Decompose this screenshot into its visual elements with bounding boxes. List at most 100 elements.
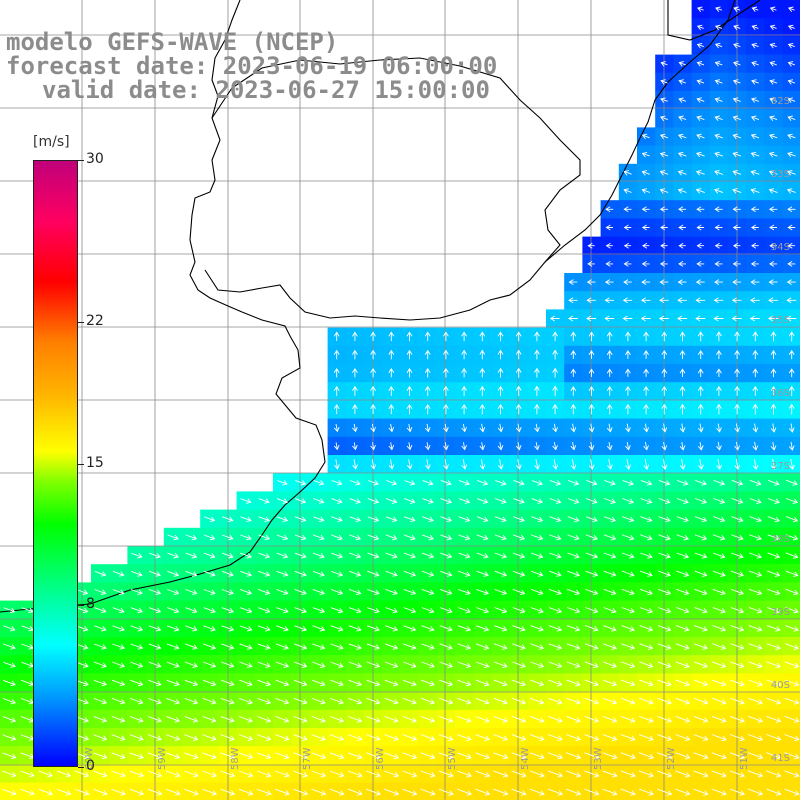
- wind-arrow: [529, 770, 545, 778]
- wind-arrow: [787, 242, 796, 249]
- wind-arrow: [730, 570, 744, 577]
- latitude-label: 41S: [771, 753, 790, 764]
- wind-arrow: [348, 734, 363, 741]
- wind-arrow: [622, 297, 633, 304]
- wind-arrow: [534, 385, 540, 397]
- wind-arrow: [729, 752, 745, 760]
- wind-arrow: [385, 643, 399, 650]
- wind-arrow: [479, 367, 486, 378]
- wind-arrow: [698, 459, 704, 470]
- wind-arrow: [604, 516, 616, 523]
- wind-arrow: [587, 242, 595, 249]
- wind-arrow: [787, 133, 796, 140]
- wind-arrow: [711, 734, 727, 742]
- map-title: modelo GEFS-WAVE (NCEP) forecast date: 2…: [6, 30, 497, 102]
- wind-arrow: [623, 242, 632, 249]
- latitude-label: 37S: [771, 461, 790, 472]
- wind-arrow: [239, 625, 253, 632]
- wind-arrow: [767, 479, 780, 486]
- wind-arrow: [384, 788, 400, 796]
- wind-arrow: [568, 297, 578, 304]
- wind-arrow: [784, 715, 800, 723]
- wind-arrow: [494, 516, 507, 523]
- colorbar: [33, 160, 78, 767]
- wind-arrow: [643, 403, 649, 415]
- wind-arrow: [275, 697, 290, 705]
- wind-arrow: [603, 643, 617, 650]
- wind-arrow: [696, 151, 705, 158]
- wind-arrow: [443, 442, 449, 451]
- wind-arrow: [148, 661, 162, 668]
- wind-arrow: [602, 752, 618, 760]
- wind-arrow: [584, 770, 600, 778]
- wind-arrow: [534, 331, 540, 342]
- wind-arrow: [679, 368, 686, 377]
- wind-arrow: [679, 441, 686, 451]
- wind-arrow: [677, 151, 687, 158]
- wind-arrow: [620, 770, 636, 778]
- wind-arrow: [566, 752, 582, 760]
- wind-arrow: [443, 423, 449, 433]
- wind-arrow: [534, 442, 540, 451]
- wind-arrow: [750, 279, 760, 285]
- wind-arrow: [786, 297, 797, 304]
- wind-arrow: [639, 679, 654, 687]
- wind-arrow: [697, 423, 704, 433]
- wind-arrow: [584, 752, 600, 760]
- wind-arrow: [603, 625, 617, 632]
- wind-arrow: [770, 458, 777, 471]
- wind-arrow: [659, 279, 669, 285]
- wind-arrow: [752, 441, 759, 451]
- wind-arrow: [476, 588, 489, 596]
- wind-arrow: [438, 788, 454, 796]
- wind-arrow: [370, 349, 376, 360]
- wind-arrow: [696, 61, 705, 67]
- wind-arrow: [367, 552, 380, 559]
- wind-arrow: [111, 770, 126, 778]
- wind-arrow: [388, 423, 395, 433]
- wind-arrow: [731, 479, 744, 486]
- wind-arrow: [438, 770, 454, 778]
- wind-arrow: [658, 479, 671, 486]
- wind-arrow: [588, 368, 595, 377]
- wind-arrow: [770, 441, 777, 451]
- wind-arrow: [166, 752, 181, 760]
- wind-arrow: [330, 588, 344, 596]
- wind-arrow: [621, 588, 635, 596]
- wind-arrow: [221, 661, 235, 668]
- wind-arrow: [497, 423, 504, 433]
- wind-arrow: [748, 770, 764, 778]
- wind-cell: [54, 782, 74, 800]
- wind-arrow: [657, 734, 673, 742]
- wind-arrow: [713, 315, 724, 322]
- wind-arrow: [385, 607, 398, 614]
- wind-arrow: [403, 643, 417, 650]
- wind-arrow: [640, 315, 651, 322]
- wind-arrow: [294, 625, 307, 632]
- latitude-label: 33S: [771, 169, 790, 180]
- wind-arrow: [677, 479, 689, 486]
- wind-arrow: [202, 788, 217, 796]
- wind-arrow: [129, 788, 145, 796]
- wind-arrow: [443, 385, 449, 396]
- wind-arrow: [657, 752, 673, 760]
- wind-arrow: [313, 480, 325, 486]
- wind-arrow: [769, 242, 777, 249]
- wind-arrow: [515, 367, 522, 378]
- wind-arrow: [604, 315, 615, 322]
- wind-arrow: [787, 151, 796, 158]
- wind-arrow: [258, 534, 270, 541]
- wind-arrow: [785, 552, 799, 559]
- wind-arrow: [2, 716, 17, 723]
- wind-arrow: [787, 261, 796, 267]
- wind-arrow: [552, 349, 558, 360]
- coastline-east: [544, 0, 761, 263]
- wind-arrow: [749, 479, 762, 486]
- wind-arrow: [748, 625, 763, 632]
- wind-arrow: [676, 516, 689, 523]
- wind-arrow: [403, 661, 417, 669]
- wind-arrow: [367, 498, 380, 504]
- wind-arrow: [622, 534, 635, 541]
- wind-arrow: [165, 770, 181, 778]
